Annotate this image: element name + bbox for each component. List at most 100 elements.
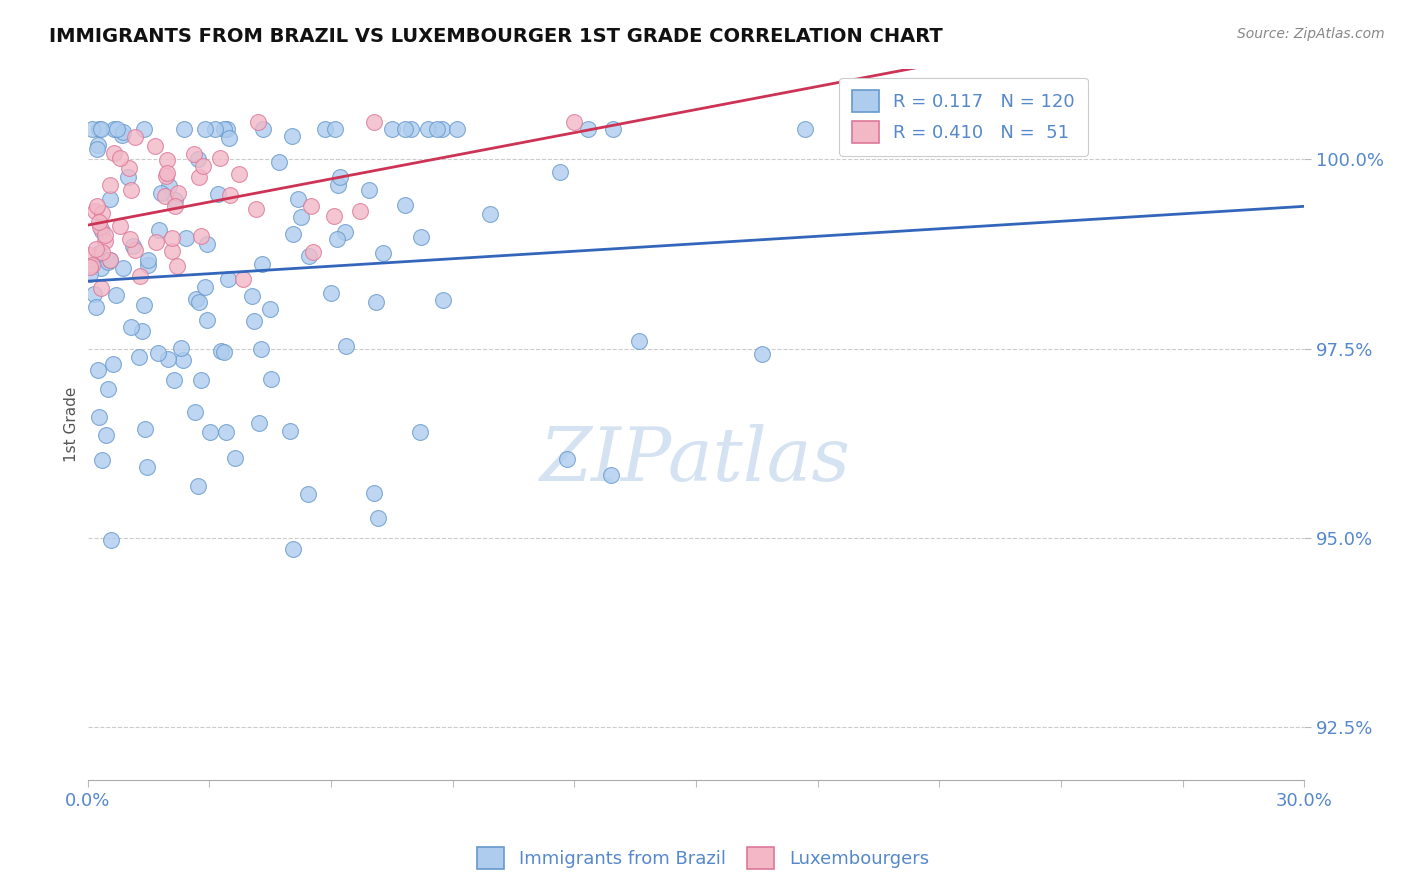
Point	[187, 152, 209, 166]
Point	[86, 242, 108, 256]
Point	[112, 260, 135, 275]
Point	[247, 417, 270, 431]
Point	[245, 202, 267, 216]
Point	[187, 479, 209, 493]
Point	[381, 122, 404, 136]
Point	[117, 170, 139, 185]
Point	[89, 214, 111, 228]
Point	[190, 373, 212, 387]
Point	[188, 294, 211, 309]
Point	[363, 114, 385, 128]
Point	[156, 153, 179, 168]
Point	[87, 122, 110, 136]
Point	[86, 142, 108, 156]
Point	[166, 259, 188, 273]
Legend: R = 0.117   N = 120, R = 0.410   N =  51: R = 0.117 N = 120, R = 0.410 N = 51	[839, 78, 1088, 156]
Point	[103, 122, 125, 136]
Point	[242, 314, 264, 328]
Point	[136, 459, 159, 474]
Point	[195, 236, 218, 251]
Point	[124, 129, 146, 144]
Point	[287, 192, 309, 206]
Point	[409, 230, 432, 244]
Point	[120, 319, 142, 334]
Point	[188, 169, 211, 184]
Point	[432, 122, 454, 136]
Point	[394, 122, 416, 136]
Point	[108, 151, 131, 165]
Point	[432, 293, 454, 307]
Point	[82, 258, 104, 272]
Point	[134, 122, 156, 136]
Point	[166, 186, 188, 201]
Point	[215, 122, 238, 136]
Point	[326, 232, 349, 246]
Point	[174, 231, 197, 245]
Point	[218, 188, 240, 202]
Y-axis label: 1st Grade: 1st Grade	[65, 387, 79, 462]
Point	[367, 510, 389, 524]
Point	[290, 210, 312, 224]
Point	[394, 198, 416, 212]
Point	[172, 353, 194, 368]
Point	[349, 204, 371, 219]
Point	[217, 272, 239, 286]
Point	[136, 258, 159, 272]
Point	[548, 165, 571, 179]
Point	[112, 125, 135, 139]
Point	[183, 405, 205, 419]
Point	[128, 269, 150, 284]
Point	[299, 199, 322, 213]
Point	[409, 425, 432, 439]
Point	[232, 272, 254, 286]
Point	[101, 357, 124, 371]
Point	[207, 187, 229, 202]
Point	[165, 199, 187, 213]
Point	[170, 341, 193, 355]
Point	[87, 363, 110, 377]
Point	[128, 350, 150, 364]
Point	[103, 146, 125, 161]
Point	[86, 198, 108, 212]
Point	[600, 468, 623, 483]
Point	[280, 129, 302, 144]
Point	[90, 260, 112, 275]
Point	[212, 122, 235, 136]
Point	[366, 295, 388, 310]
Point	[281, 542, 304, 557]
Point	[156, 352, 179, 367]
Point	[111, 128, 134, 142]
Point	[150, 186, 173, 201]
Point	[794, 122, 817, 136]
Point	[118, 232, 141, 246]
Point	[416, 122, 439, 136]
Point	[325, 122, 347, 136]
Point	[278, 424, 301, 438]
Point	[399, 122, 422, 136]
Point	[195, 313, 218, 327]
Point	[478, 207, 501, 221]
Point	[148, 346, 170, 360]
Point	[87, 245, 110, 260]
Point	[90, 453, 112, 467]
Point	[209, 344, 232, 359]
Point	[215, 425, 238, 439]
Point	[160, 231, 183, 245]
Point	[91, 245, 114, 260]
Point	[98, 252, 121, 267]
Point	[302, 244, 325, 259]
Point	[120, 183, 142, 197]
Point	[194, 122, 217, 136]
Point	[131, 324, 153, 338]
Point	[628, 334, 651, 348]
Point	[319, 286, 342, 301]
Point	[157, 179, 180, 194]
Point	[90, 122, 112, 136]
Point	[329, 170, 352, 185]
Point	[252, 122, 274, 136]
Point	[335, 339, 357, 353]
Point	[143, 139, 166, 153]
Point	[79, 267, 101, 281]
Point	[160, 244, 183, 259]
Point	[98, 253, 121, 268]
